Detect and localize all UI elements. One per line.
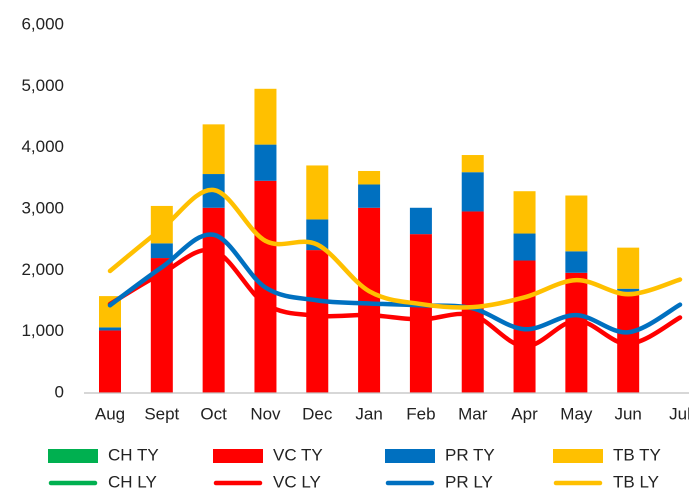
x-tick-label: Oct: [200, 404, 227, 423]
y-tick-label: 0: [55, 382, 64, 401]
bar-segment: [99, 330, 121, 393]
y-tick-label: 4,000: [21, 137, 64, 156]
legend-swatch: [385, 449, 435, 463]
bar-segment: [202, 124, 225, 175]
x-tick-label: Jan: [355, 404, 382, 423]
x-tick-label: Nov: [250, 404, 281, 423]
bar-segment: [461, 172, 484, 212]
legend-swatch: [553, 449, 603, 463]
legend-label: PR LY: [445, 472, 493, 491]
bar-segment: [461, 211, 484, 393]
x-tick-label: May: [560, 404, 593, 423]
bar-segment: [409, 234, 432, 393]
x-tick-label: Dec: [302, 404, 333, 423]
bar-segment: [99, 327, 121, 331]
bar-segment: [617, 288, 640, 292]
x-tick-label: Aug: [95, 404, 125, 423]
legend-label: CH TY: [108, 445, 159, 464]
bar-segment: [513, 191, 536, 234]
legend-label: PR TY: [445, 445, 495, 464]
legend-label: TB LY: [613, 472, 659, 491]
bar-segment: [306, 250, 329, 393]
legend-label: CH LY: [108, 472, 157, 491]
bar-segment: [150, 258, 173, 393]
bar-segment: [617, 247, 640, 289]
x-tick-label: Sept: [144, 404, 179, 423]
y-tick-label: 2,000: [21, 260, 64, 279]
line-series: [107, 187, 683, 310]
x-tick-label: Jun: [614, 404, 641, 423]
bar-segment: [565, 251, 588, 273]
bar-segment: [461, 155, 484, 173]
y-tick-label: 1,000: [21, 321, 64, 340]
bar-segment: [358, 170, 381, 185]
y-tick-label: 5,000: [21, 76, 64, 95]
y-tick-label: 3,000: [21, 198, 64, 217]
bar-segment: [150, 243, 173, 259]
legend-label: VC LY: [273, 472, 321, 491]
legend-swatch: [213, 449, 263, 463]
bar-segment: [306, 165, 329, 220]
bar-segment: [254, 144, 277, 181]
bar-segment: [565, 195, 588, 252]
legend-label: VC TY: [273, 445, 323, 464]
bar-segment: [358, 207, 381, 393]
bar-segment: [513, 233, 536, 261]
x-tick-label: Jul: [669, 404, 689, 423]
legend-swatch: [48, 449, 98, 463]
bar-segment: [358, 184, 381, 208]
bar-segment: [254, 88, 277, 145]
legend-label: TB TY: [613, 445, 661, 464]
bar-segment: [565, 272, 588, 393]
line-series: [107, 247, 683, 349]
line-series: [107, 232, 683, 335]
x-tick-label: Apr: [511, 404, 538, 423]
y-tick-label: 6,000: [21, 14, 64, 33]
x-tick-label: Feb: [406, 404, 435, 423]
bar-segment: [409, 207, 432, 235]
x-tick-label: Mar: [458, 404, 488, 423]
